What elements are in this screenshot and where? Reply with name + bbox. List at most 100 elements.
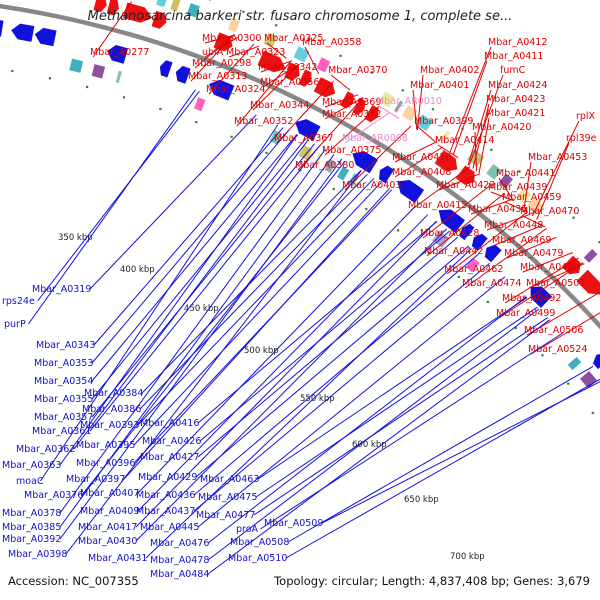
- forward-cog-block: [316, 57, 331, 73]
- reverse-cog-block: [324, 159, 337, 173]
- forward-gene-label: Mbar_A0421: [486, 108, 545, 119]
- reverse-gene: [34, 27, 57, 47]
- forward-label-line: [228, 45, 260, 58]
- reverse-label-line: [207, 308, 540, 561]
- reverse-gene-label: Mbar_A0427: [140, 452, 199, 463]
- forward-gene-label: Mbar_A0324: [206, 84, 265, 95]
- reverse-label-line: [91, 129, 290, 364]
- reverse-gene-label: Mbar_A0476: [150, 538, 209, 549]
- reverse-gene-label: Mbar_A0475: [198, 492, 257, 503]
- forward-label-line: [204, 35, 234, 44]
- tick-label: 600 kbp: [352, 440, 387, 450]
- reverse-gene: [107, 45, 129, 64]
- gc-dot: [397, 229, 400, 232]
- forward-gene-label: Mbar_A0459: [502, 192, 561, 203]
- forward-gene: [106, 0, 119, 16]
- reverse-label-lines: [27, 89, 600, 575]
- accession-text: Accession: NC_007355: [8, 574, 139, 588]
- forward-label-line: [504, 201, 528, 213]
- reverse-gene-label: Mbar_A0431: [88, 553, 147, 564]
- reverse-gene-label: Mbar_A0463: [200, 474, 259, 485]
- forward-gene: [576, 269, 600, 295]
- forward-label-line: [208, 43, 255, 95]
- forward-gene-label: Mbar_A0469: [492, 235, 551, 246]
- reverse-label-line: [139, 173, 368, 410]
- forward-label-line: [464, 227, 547, 289]
- forward-gene-label: Mbar_A0470: [520, 206, 579, 217]
- forward-label-line: [494, 224, 543, 246]
- reverse-gene-label: Mbar_A0416: [140, 418, 199, 429]
- forward-label-line: [467, 89, 492, 166]
- tick-label: 400 kbp: [120, 265, 155, 275]
- reverse-cog-block: [465, 257, 480, 273]
- forward-gene-label: Mbar_A0344: [250, 100, 309, 111]
- forward-gene: [93, 0, 107, 13]
- forward-label-line: [449, 46, 492, 153]
- forward-gene-label: Mbar_A0352: [234, 116, 293, 127]
- forward-gene-label: Mbar_A0479: [504, 248, 563, 259]
- forward-cog-block: [393, 100, 404, 113]
- forward-gene: [434, 150, 458, 172]
- forward-label-line: [344, 125, 412, 191]
- forward-gene-label: Mbar_AR0010: [376, 96, 442, 107]
- reverse-label-line: [197, 276, 506, 528]
- map-title: Methanosarcina barkeri str. fusaro chrom…: [87, 9, 513, 24]
- reverse-gene: [208, 79, 235, 101]
- reverse-label-line: [207, 319, 551, 575]
- reverse-gene-label: Mbar_A0445: [140, 522, 199, 533]
- forward-label-line: [378, 105, 400, 120]
- reverse-gene: [11, 23, 35, 42]
- forward-gene-label: Mbar_A0489: [520, 262, 579, 273]
- reverse-label-line: [137, 205, 416, 494]
- forward-label-line: [410, 166, 471, 211]
- forward-gene-label: Mbar_A0325: [264, 33, 323, 44]
- reverse-gene: [379, 165, 394, 184]
- reverse-label-line: [137, 177, 375, 426]
- forward-label-line: [437, 144, 459, 159]
- reverse-label-line: [89, 114, 257, 290]
- reverse-gene: [0, 20, 4, 37]
- forward-label-line: [416, 74, 424, 131]
- forward-cog-block: [186, 3, 200, 18]
- reverse-label-line: [135, 220, 437, 528]
- reverse-gene-label: Mbar_A0437: [136, 506, 195, 517]
- reverse-gene-label: Mbar_A0384: [84, 388, 143, 399]
- forward-gene-label: Mbar_A0453: [528, 152, 587, 163]
- gc-dot: [265, 151, 268, 154]
- forward-gene-label: Mbar_A0403: [342, 180, 401, 191]
- forward-gene-label: Mbar_A0423: [486, 94, 545, 105]
- reverse-label-line: [91, 138, 306, 400]
- forward-label-line: [486, 213, 531, 231]
- reverse-gene-label: Mbar_A0426: [142, 436, 201, 447]
- forward-cog-block: [170, 0, 181, 12]
- reverse-label-line: [145, 248, 472, 559]
- reverse-gene: [484, 244, 502, 263]
- reverse-gene: [438, 209, 465, 233]
- reverse-gene-label: Mbar_A0395: [76, 440, 135, 451]
- forward-gene-label: Mbar_A0506: [524, 325, 583, 336]
- gc-dot: [486, 300, 489, 303]
- forward-label-line: [190, 35, 234, 82]
- reverse-gene-label: Mbar_A0397: [66, 474, 125, 485]
- forward-gene-label: Mbar_A0370: [328, 65, 387, 76]
- gc-dot: [567, 382, 570, 385]
- forward-label-line: [470, 198, 513, 215]
- reverse-gene-label: Mbar_A0477: [196, 510, 255, 521]
- forward-gene-label: Mbar_A0420: [472, 122, 531, 133]
- reverse-gene-label: purP: [4, 319, 26, 330]
- forward-gene-label: Mbar_A0492: [502, 293, 561, 304]
- forward-cog-block: [440, 130, 451, 143]
- forward-gene: [455, 165, 475, 185]
- forward-gene: [123, 2, 152, 23]
- forward-cog-block: [401, 105, 418, 122]
- forward-cog-block: [379, 91, 395, 108]
- forward-gene-label: Mbar_A0356: [260, 77, 319, 88]
- forward-label-line: [530, 312, 600, 355]
- reverse-label-line: [39, 124, 279, 482]
- reverse-label-line: [287, 365, 594, 543]
- forward-label-line: [446, 211, 528, 275]
- reverse-label-line: [193, 253, 479, 496]
